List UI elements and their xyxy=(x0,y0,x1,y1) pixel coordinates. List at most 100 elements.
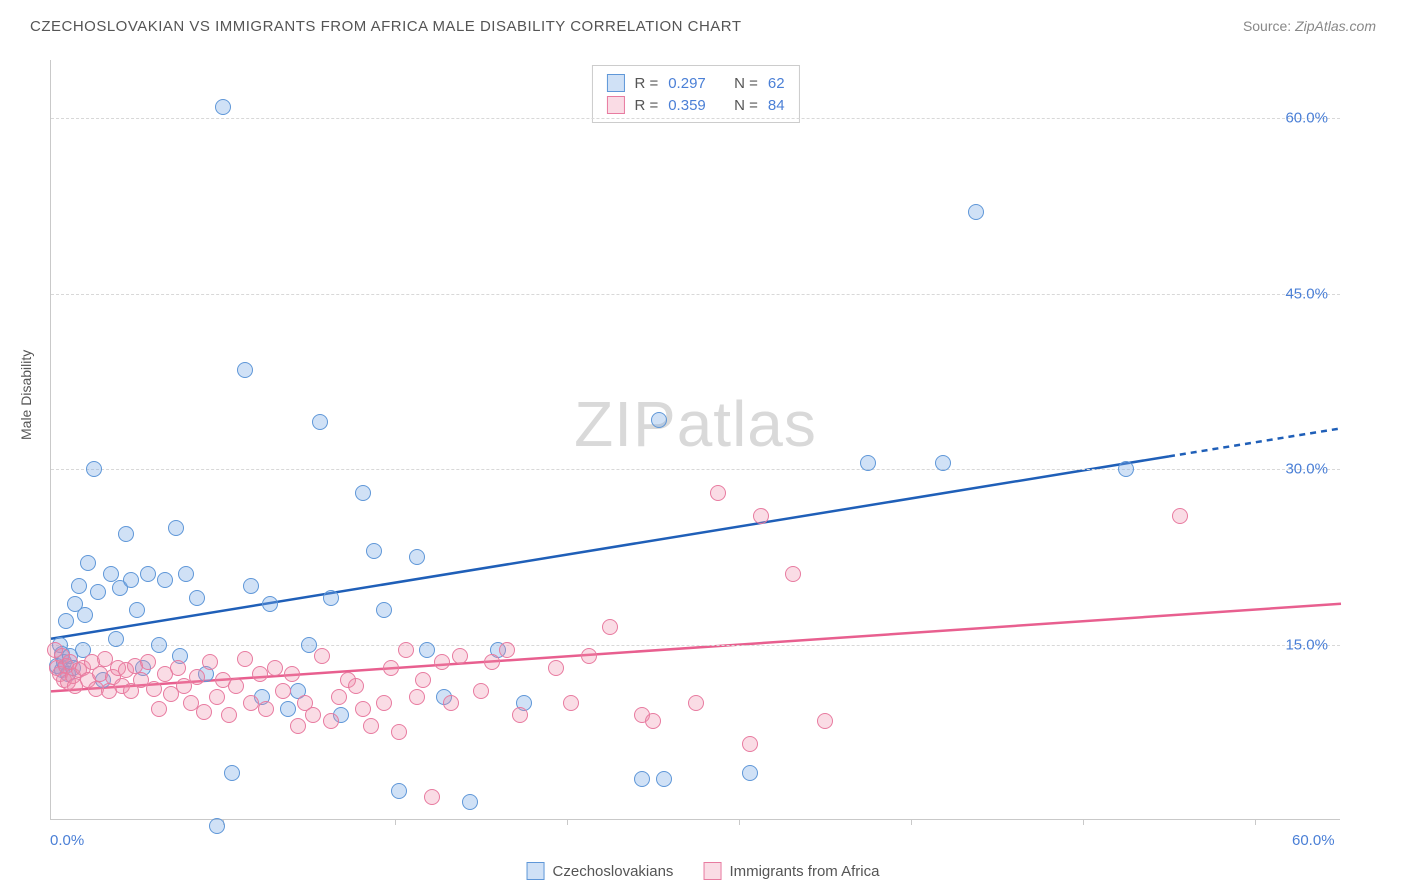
data-point xyxy=(90,584,106,600)
data-point xyxy=(243,578,259,594)
gridline-horizontal xyxy=(51,118,1340,119)
data-point xyxy=(262,596,278,612)
data-point xyxy=(355,701,371,717)
series-legend: Czechoslovakians Immigrants from Africa xyxy=(527,862,880,880)
data-point xyxy=(77,607,93,623)
y-tick-label: 60.0% xyxy=(1285,110,1328,127)
data-point xyxy=(267,660,283,676)
data-point xyxy=(409,689,425,705)
data-point xyxy=(224,765,240,781)
data-point xyxy=(71,578,87,594)
data-point xyxy=(323,713,339,729)
x-minor-tick xyxy=(911,819,912,825)
data-point xyxy=(688,695,704,711)
data-point xyxy=(209,818,225,834)
trend-line xyxy=(51,456,1169,638)
data-point xyxy=(258,701,274,717)
data-point xyxy=(656,771,672,787)
swatch-blue xyxy=(527,862,545,880)
data-point xyxy=(348,678,364,694)
data-point xyxy=(118,526,134,542)
data-point xyxy=(129,602,145,618)
data-point xyxy=(512,707,528,723)
data-point xyxy=(228,678,244,694)
data-point xyxy=(157,572,173,588)
data-point xyxy=(215,99,231,115)
data-point xyxy=(140,566,156,582)
trend-line xyxy=(51,604,1341,692)
source-value: ZipAtlas.com xyxy=(1295,18,1376,34)
data-point xyxy=(753,508,769,524)
data-point xyxy=(452,648,468,664)
data-point xyxy=(563,695,579,711)
data-point xyxy=(391,724,407,740)
trend-line-dashed xyxy=(1169,428,1341,456)
legend-label: Immigrants from Africa xyxy=(729,863,879,880)
data-point xyxy=(602,619,618,635)
plot-area: ZIPatlas R =0.297 N =62R =0.359 N =84 15… xyxy=(50,60,1340,820)
data-point xyxy=(434,654,450,670)
data-point xyxy=(742,736,758,752)
data-point xyxy=(419,642,435,658)
data-point xyxy=(290,718,306,734)
y-tick-label: 30.0% xyxy=(1285,461,1328,478)
data-point xyxy=(284,666,300,682)
data-point xyxy=(146,681,162,697)
data-point xyxy=(424,789,440,805)
data-point xyxy=(189,590,205,606)
data-point xyxy=(243,695,259,711)
data-point xyxy=(209,689,225,705)
data-point xyxy=(123,572,139,588)
source-label: Source: xyxy=(1243,18,1291,34)
source-attribution: Source: ZipAtlas.com xyxy=(1243,18,1376,34)
data-point xyxy=(645,713,661,729)
data-point xyxy=(548,660,564,676)
gridline-horizontal xyxy=(51,469,1340,470)
legend-label: Czechoslovakians xyxy=(553,863,674,880)
data-point xyxy=(275,683,291,699)
data-point xyxy=(1118,461,1134,477)
data-point xyxy=(301,637,317,653)
data-point xyxy=(178,566,194,582)
data-point xyxy=(355,485,371,501)
data-point xyxy=(189,669,205,685)
data-point xyxy=(935,455,951,471)
data-point xyxy=(280,701,296,717)
y-tick-label: 45.0% xyxy=(1285,285,1328,302)
data-point xyxy=(443,695,459,711)
data-point xyxy=(499,642,515,658)
data-point xyxy=(140,654,156,670)
data-point xyxy=(170,660,186,676)
data-point xyxy=(252,666,268,682)
x-minor-tick xyxy=(1083,819,1084,825)
swatch-pink xyxy=(703,862,721,880)
data-point xyxy=(391,783,407,799)
data-point xyxy=(484,654,500,670)
data-point xyxy=(860,455,876,471)
data-point xyxy=(366,543,382,559)
data-point xyxy=(785,566,801,582)
data-point xyxy=(151,701,167,717)
x-minor-tick xyxy=(567,819,568,825)
data-point xyxy=(376,602,392,618)
data-point xyxy=(634,771,650,787)
data-point xyxy=(305,707,321,723)
data-point xyxy=(817,713,833,729)
data-point xyxy=(331,689,347,705)
x-tick-label: 0.0% xyxy=(50,832,84,849)
data-point xyxy=(237,651,253,667)
x-tick-label: 60.0% xyxy=(1292,832,1335,849)
data-point xyxy=(86,461,102,477)
data-point xyxy=(398,642,414,658)
data-point xyxy=(168,520,184,536)
legend-item-immigrants: Immigrants from Africa xyxy=(703,862,879,880)
data-point xyxy=(473,683,489,699)
chart-title: CZECHOSLOVAKIAN VS IMMIGRANTS FROM AFRIC… xyxy=(30,18,742,35)
data-point xyxy=(202,654,218,670)
data-point xyxy=(651,412,667,428)
data-point xyxy=(196,704,212,720)
data-point xyxy=(376,695,392,711)
y-tick-label: 15.0% xyxy=(1285,636,1328,653)
data-point xyxy=(581,648,597,664)
data-point xyxy=(415,672,431,688)
